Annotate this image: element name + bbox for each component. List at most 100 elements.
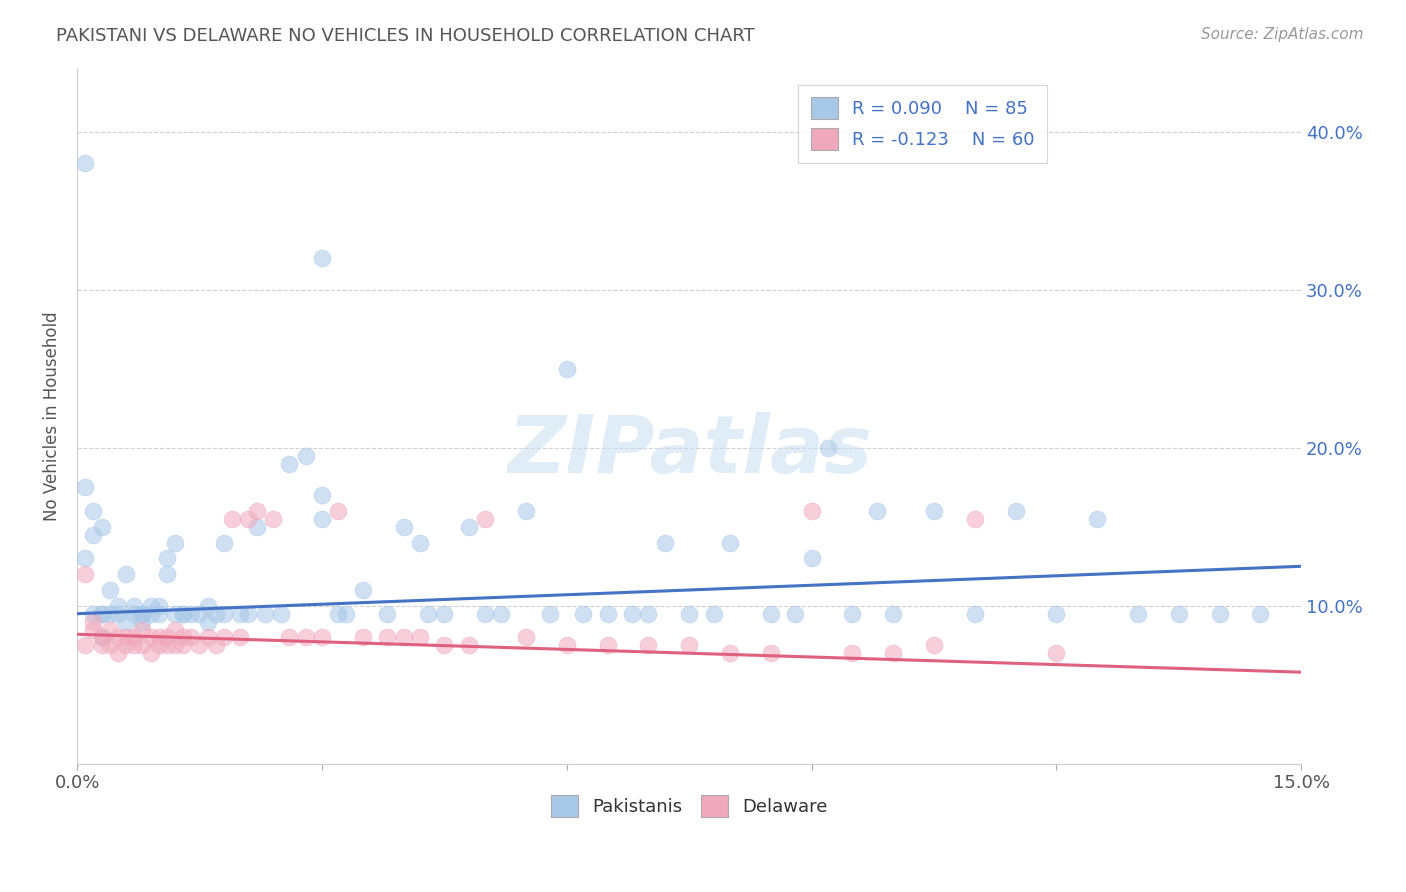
Point [785,607,807,621]
Point [131,623,153,637]
Point [538,607,561,621]
Point [148,631,170,645]
Point [882,646,904,660]
Point [139,646,162,660]
Point [212,607,235,621]
Point [457,520,479,534]
Point [491,607,513,621]
Point [82,504,104,518]
Point [922,504,945,518]
Point [115,615,138,629]
Point [197,615,219,629]
Point [278,631,301,645]
Point [1126,607,1149,621]
Point [555,361,578,376]
Point [392,631,415,645]
Point [98,638,121,652]
Point [172,607,194,621]
Point [866,504,889,518]
Point [375,607,398,621]
Point [963,607,986,621]
Point [75,638,97,652]
Point [474,607,496,621]
Point [82,623,104,637]
Point [107,607,129,621]
Point [1004,504,1026,518]
Point [433,638,456,652]
Point [311,512,333,526]
Point [122,638,145,652]
Point [515,504,537,518]
Point [262,512,284,526]
Point [1045,607,1067,621]
Point [328,607,350,621]
Point [457,638,479,652]
Point [572,607,595,621]
Text: PAKISTANI VS DELAWARE NO VEHICLES IN HOUSEHOLD CORRELATION CHART: PAKISTANI VS DELAWARE NO VEHICLES IN HOU… [56,27,755,45]
Point [156,551,179,566]
Point [82,615,104,629]
Point [90,520,112,534]
Point [204,638,226,652]
Point [229,607,252,621]
Point [352,582,374,597]
Point [759,646,782,660]
Point [163,535,186,549]
Point [148,638,170,652]
Point [817,441,839,455]
Point [122,599,145,613]
Point [654,535,676,549]
Point [221,512,243,526]
Point [156,638,179,652]
Point [311,631,333,645]
Point [156,567,179,582]
Point [294,631,316,645]
Point [115,567,138,582]
Point [238,512,260,526]
Point [678,638,700,652]
Point [294,449,316,463]
Point [172,607,194,621]
Point [718,646,741,660]
Point [416,607,439,621]
Point [311,488,333,502]
Point [163,638,186,652]
Point [107,599,129,613]
Point [90,638,112,652]
Point [515,631,537,645]
Point [1249,607,1271,621]
Point [188,638,211,652]
Point [474,512,496,526]
Point [131,607,153,621]
Point [90,631,112,645]
Point [620,607,643,621]
Point [188,607,211,621]
Point [1167,607,1189,621]
Point [75,567,97,582]
Point [172,638,194,652]
Point [392,520,415,534]
Point [115,631,138,645]
Point [131,638,153,652]
Point [311,251,333,265]
Point [90,631,112,645]
Point [197,631,219,645]
Y-axis label: No Vehicles in Household: No Vehicles in Household [44,311,60,521]
Point [409,631,432,645]
Point [139,631,162,645]
Point [212,535,235,549]
Point [172,631,194,645]
Point [409,535,432,549]
Point [555,638,578,652]
Point [637,638,659,652]
Legend: Pakistanis, Delaware: Pakistanis, Delaware [544,788,835,824]
Point [229,631,252,645]
Point [596,607,619,621]
Point [1045,646,1067,660]
Point [75,480,97,494]
Point [107,631,129,645]
Point [115,638,138,652]
Point [800,551,823,566]
Point [882,607,904,621]
Point [90,607,112,621]
